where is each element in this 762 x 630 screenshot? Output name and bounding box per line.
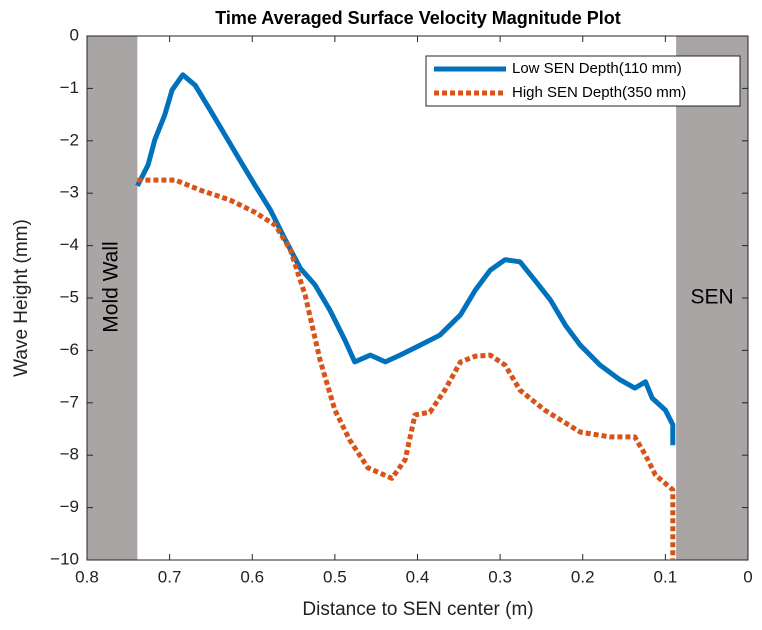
region-label: SEN: [690, 286, 733, 309]
series-line: [135, 72, 676, 446]
x-tick-label: 0.6: [240, 567, 264, 586]
y-tick-label: −3: [60, 183, 79, 202]
y-tick-label: −6: [60, 340, 79, 359]
y-tick-label: −2: [60, 130, 79, 149]
y-tick-label: −7: [60, 392, 79, 411]
legend-label: Low SEN Depth(110 mm): [512, 60, 682, 77]
x-tick-label: 0.4: [406, 567, 430, 586]
y-tick-label: −10: [50, 549, 79, 568]
x-tick-label: 0.7: [158, 567, 182, 586]
y-tick-label: −4: [60, 235, 79, 254]
region-label: Mold Wall: [100, 241, 123, 332]
x-tick-label: 0.2: [571, 567, 595, 586]
x-tick-label: 0: [743, 567, 752, 586]
y-tick-label: −1: [60, 78, 79, 97]
x-tick-label: 0.8: [75, 567, 99, 586]
y-axis-title: Wave Height (mm): [11, 219, 32, 377]
y-tick-label: −5: [60, 287, 79, 306]
chart-title: Time Averaged Surface Velocity Magnitude…: [215, 8, 620, 28]
region: [87, 36, 138, 560]
x-axis-title: Distance to SEN center (m): [302, 599, 533, 620]
y-tick-label: −8: [60, 445, 79, 464]
x-tick-label: 0.3: [488, 567, 512, 586]
y-tick-label: 0: [70, 25, 79, 44]
x-tick-label: 0.5: [323, 567, 347, 586]
x-tick-label: 0.1: [654, 567, 678, 586]
series-line: [137, 177, 676, 560]
region: [676, 36, 748, 560]
y-tick-label: −9: [60, 497, 79, 516]
legend-box: [425, 55, 741, 107]
legend-label: High SEN Depth(350 mm): [512, 84, 686, 101]
